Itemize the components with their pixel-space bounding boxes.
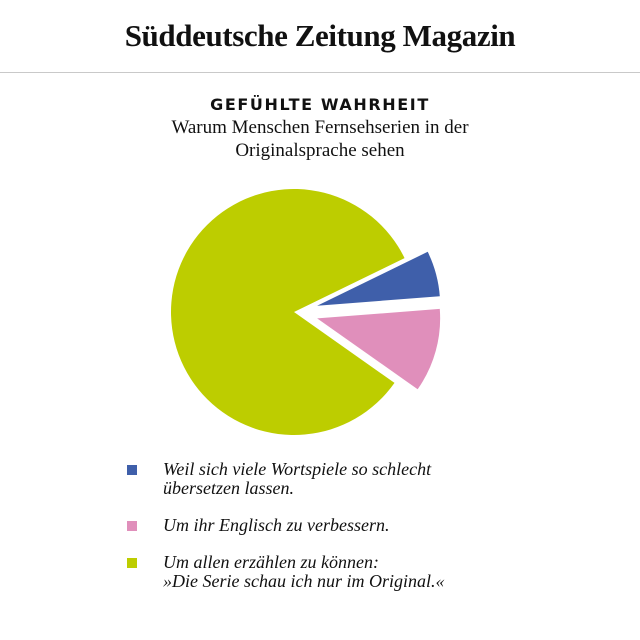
legend-label-englisch: Um ihr Englisch zu verbessern. xyxy=(163,515,390,535)
chart-heading: GEFÜHLTE WAHRHEIT Warum Menschen Fernseh… xyxy=(0,95,640,162)
legend-label-erzaehlen: Um allen erzählen zu können: »Die Serie … xyxy=(163,552,445,591)
masthead: Süddeutsche Zeitung Magazin xyxy=(0,0,640,73)
legend-item-erzaehlen: Um allen erzählen zu können: »Die Serie … xyxy=(127,553,547,591)
pie-slice-wortspiele xyxy=(317,251,440,306)
legend-swatch-englisch xyxy=(127,521,137,531)
chart-title: GEFÜHLTE WAHRHEIT xyxy=(210,95,430,114)
chart-subtitle: Warum Menschen Fernsehserien in der Orig… xyxy=(171,117,469,161)
pie-slice-erzaehlen xyxy=(170,188,405,435)
legend-swatch-erzaehlen xyxy=(127,558,137,568)
legend-item-englisch: Um ihr Englisch zu verbessern. xyxy=(127,516,547,535)
chart-legend: Weil sich viele Wortspiele so schlecht ü… xyxy=(127,460,547,609)
masthead-logo: Süddeutsche Zeitung Magazin xyxy=(124,18,516,53)
legend-item-wortspiele: Weil sich viele Wortspiele so schlecht ü… xyxy=(127,460,547,498)
pie-slice-englisch xyxy=(317,308,441,390)
legend-label-wortspiele: Weil sich viele Wortspiele so schlecht ü… xyxy=(163,459,432,498)
legend-swatch-wortspiele xyxy=(127,465,137,475)
